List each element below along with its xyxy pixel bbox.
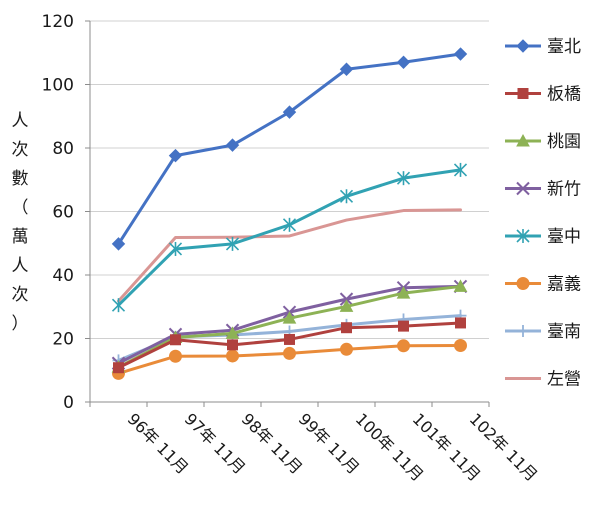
data-point bbox=[282, 105, 297, 119]
data-point bbox=[113, 362, 124, 374]
series-line bbox=[117, 208, 462, 303]
y-tick-label: 80 bbox=[52, 139, 74, 159]
series-4 bbox=[111, 162, 468, 313]
data-point bbox=[111, 237, 126, 251]
data-point bbox=[226, 349, 239, 363]
data-point bbox=[339, 189, 354, 204]
data-point bbox=[111, 298, 126, 313]
y-axis-title: 人次數（萬人次） bbox=[12, 111, 29, 334]
data-point bbox=[168, 241, 183, 256]
data-point bbox=[340, 342, 353, 356]
legend-marker bbox=[516, 133, 530, 147]
y-tick-label: 100 bbox=[42, 76, 74, 96]
x-tick-label: 99年 11月 bbox=[295, 409, 363, 477]
legend-item: 臺南 bbox=[505, 322, 581, 342]
legend-item: 嘉義 bbox=[505, 275, 581, 295]
y-axis-title-char: 人 bbox=[12, 256, 29, 276]
data-point bbox=[341, 322, 352, 334]
data-point bbox=[398, 320, 409, 332]
data-point bbox=[225, 138, 240, 152]
y-axis-title-char: 次 bbox=[12, 285, 29, 305]
y-axis-title-char: ） bbox=[12, 314, 29, 334]
legend-marker bbox=[516, 39, 530, 53]
data-point bbox=[454, 338, 467, 352]
series-line bbox=[117, 168, 462, 307]
y-axis-title-char: 數 bbox=[12, 169, 29, 189]
y-axis-title-char: 人 bbox=[12, 111, 29, 131]
data-point bbox=[225, 326, 240, 339]
series-7 bbox=[117, 208, 462, 303]
y-tick-label: 20 bbox=[52, 330, 74, 350]
legend-label: 新竹 bbox=[547, 180, 581, 200]
data-point bbox=[170, 334, 181, 346]
legend-item: 新竹 bbox=[505, 180, 581, 200]
series-line bbox=[117, 52, 462, 246]
y-tick-label: 120 bbox=[42, 12, 74, 32]
data-point bbox=[282, 311, 297, 324]
data-point bbox=[453, 162, 468, 177]
data-point bbox=[453, 279, 468, 292]
data-point bbox=[339, 62, 354, 76]
series-0 bbox=[111, 47, 468, 251]
data-point bbox=[396, 55, 411, 69]
legend-label: 左營 bbox=[547, 370, 581, 390]
legend-item: 左營 bbox=[505, 370, 581, 390]
y-tick-label: 60 bbox=[52, 203, 74, 223]
legend-label: 嘉義 bbox=[547, 275, 581, 295]
series-group bbox=[111, 47, 468, 380]
legend-item: 臺北 bbox=[505, 37, 581, 57]
data-point bbox=[397, 339, 410, 353]
legend-marker bbox=[516, 229, 530, 243]
data-point bbox=[227, 339, 238, 351]
x-tick-label: 98年 11月 bbox=[238, 409, 306, 477]
legend-label: 臺中 bbox=[547, 227, 581, 247]
x-tick-label: 97年 11月 bbox=[181, 409, 249, 477]
series-5 bbox=[112, 338, 467, 380]
data-point bbox=[453, 47, 468, 61]
data-point bbox=[168, 148, 183, 163]
data-point bbox=[396, 171, 411, 186]
data-point bbox=[225, 236, 240, 251]
legend-item: 板橋 bbox=[505, 85, 581, 105]
data-point bbox=[284, 333, 295, 345]
y-axis-title-char: （ bbox=[12, 198, 29, 218]
data-point bbox=[339, 292, 354, 306]
y-tick-label: 40 bbox=[52, 266, 74, 286]
legend-label: 桃園 bbox=[547, 132, 581, 152]
data-point bbox=[282, 217, 297, 232]
legend-marker bbox=[517, 88, 529, 99]
data-point bbox=[396, 286, 411, 299]
legend-item: 桃園 bbox=[505, 132, 581, 152]
data-point bbox=[339, 299, 354, 312]
legend-label: 臺南 bbox=[547, 322, 581, 342]
legend-label: 板橋 bbox=[547, 85, 581, 105]
data-point bbox=[283, 346, 296, 360]
gridlines bbox=[90, 20, 489, 339]
data-point bbox=[455, 317, 466, 329]
legend-marker bbox=[516, 277, 530, 290]
legend-marker bbox=[516, 181, 530, 196]
data-point bbox=[169, 349, 182, 363]
y-axis-title-char: 次 bbox=[12, 140, 29, 160]
y-axis-title-char: 萬 bbox=[12, 227, 29, 247]
legend-marker bbox=[517, 325, 529, 337]
x-tick-label: 96年 11月 bbox=[124, 409, 192, 477]
series-1 bbox=[113, 317, 466, 374]
legend-item: 臺中 bbox=[505, 227, 581, 247]
legend-label: 臺北 bbox=[547, 37, 581, 57]
y-tick-label: 0 bbox=[63, 393, 74, 413]
